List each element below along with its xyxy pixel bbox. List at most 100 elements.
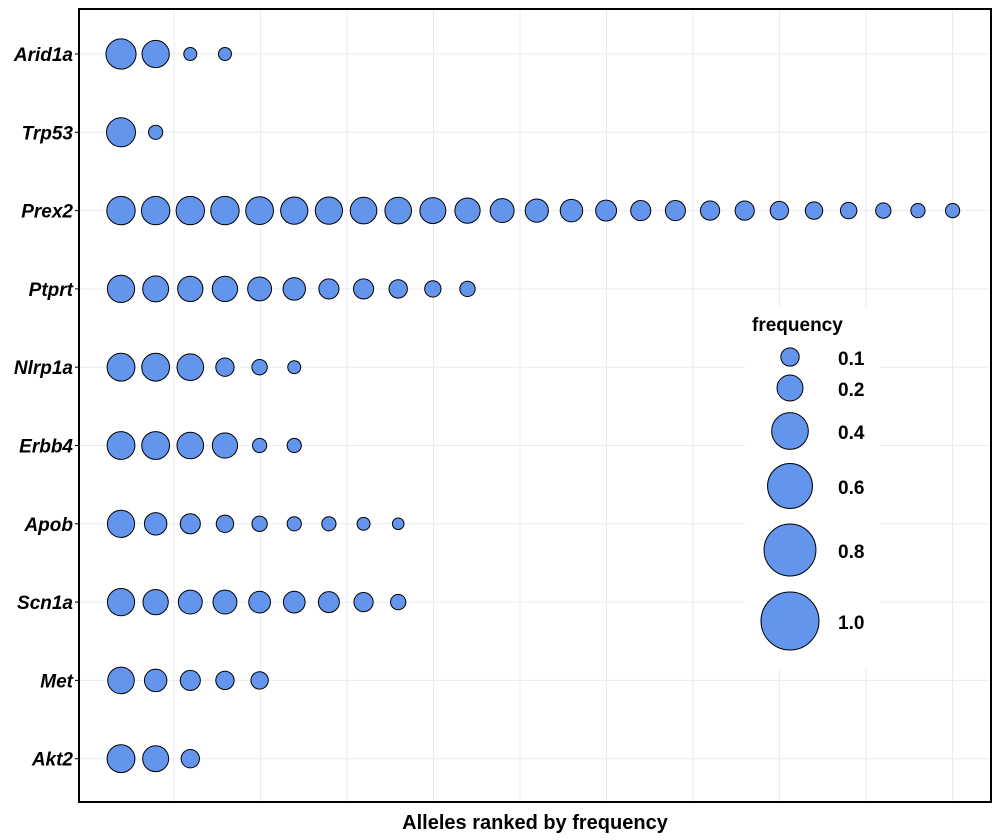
y-tick-label: Prex2 bbox=[21, 202, 73, 223]
bubble-point bbox=[314, 196, 344, 225]
y-tick-label: Apob bbox=[23, 515, 73, 536]
legend-label: 0.6 bbox=[838, 478, 864, 499]
bubble-point bbox=[143, 512, 168, 536]
bubble-point bbox=[177, 589, 203, 615]
y-tick-label: Ptprt bbox=[29, 280, 74, 301]
legend: frequency 0.1 0.2 0.4 0.6 0.8 1.0 bbox=[745, 308, 880, 668]
bubble-point bbox=[141, 431, 171, 460]
bubble-point bbox=[353, 591, 374, 613]
bubble-point bbox=[630, 200, 652, 222]
bubble-point bbox=[106, 744, 136, 774]
bubble-point bbox=[177, 275, 204, 303]
bubble-point bbox=[247, 276, 273, 302]
y-tick-label: Erbb4 bbox=[19, 437, 73, 458]
bubble-point bbox=[217, 47, 232, 61]
plot-panel-border bbox=[78, 8, 992, 803]
bubble-point bbox=[211, 275, 239, 303]
bubble-point bbox=[142, 745, 170, 773]
bubble-point bbox=[286, 516, 302, 532]
bubble-point bbox=[212, 589, 238, 615]
bubble-point bbox=[282, 590, 306, 614]
legend-bubble bbox=[771, 412, 809, 450]
legend-label: 0.8 bbox=[838, 542, 864, 563]
bubble-point bbox=[175, 195, 206, 226]
bubble-point bbox=[734, 200, 755, 221]
bubble-point bbox=[839, 201, 858, 220]
y-tick-label: Nlrp1a bbox=[14, 358, 74, 379]
bubble-point bbox=[280, 196, 309, 225]
legend-label: 0.4 bbox=[838, 423, 865, 444]
bubble-point bbox=[142, 588, 169, 616]
y-tick-label: Trp53 bbox=[22, 123, 74, 144]
bubble-point bbox=[140, 195, 171, 226]
bubble-point bbox=[875, 202, 892, 219]
bubble-point bbox=[141, 39, 170, 69]
bubble-point bbox=[489, 198, 515, 224]
bubble-point bbox=[349, 196, 378, 225]
bubble-point bbox=[106, 509, 136, 538]
bubble-point bbox=[179, 513, 201, 535]
legend-items: 0.1 0.2 0.4 0.6 0.8 1.0 bbox=[760, 347, 865, 651]
bubble-point bbox=[388, 279, 408, 299]
bubble-point bbox=[250, 671, 269, 690]
bubble-point bbox=[176, 431, 205, 460]
bubble-point bbox=[210, 195, 240, 226]
bubble-point bbox=[248, 590, 271, 614]
bubble-point bbox=[454, 197, 481, 224]
legend-title: frequency bbox=[752, 315, 843, 336]
bubble-point bbox=[390, 593, 407, 611]
bubble-point bbox=[699, 200, 721, 221]
bubble-point bbox=[106, 587, 136, 617]
bubble-point bbox=[141, 352, 171, 382]
bubble-point bbox=[356, 516, 371, 531]
bubble-point bbox=[211, 432, 239, 459]
bubble-point bbox=[286, 437, 302, 454]
bubble-point bbox=[804, 201, 824, 220]
bubble-point bbox=[769, 200, 790, 221]
data-points bbox=[105, 38, 961, 774]
y-tick-label: Scn1a bbox=[17, 593, 73, 614]
x-axis-label: Alleles ranked by frequency bbox=[402, 812, 669, 834]
legend-bubble bbox=[767, 463, 813, 509]
legend-label: 0.2 bbox=[838, 380, 864, 401]
bubble-point bbox=[215, 670, 235, 691]
bubble-point bbox=[106, 274, 136, 304]
bubble-point bbox=[180, 749, 200, 769]
legend-label: 0.1 bbox=[838, 349, 865, 370]
bubble-point bbox=[142, 275, 170, 303]
bubble-point bbox=[106, 431, 136, 460]
bubble-point bbox=[910, 202, 926, 219]
y-tick-label: Akt2 bbox=[31, 750, 74, 771]
bubble-point bbox=[419, 197, 447, 225]
bubble-point bbox=[179, 669, 201, 691]
bubble-point bbox=[107, 666, 135, 695]
bubble-point bbox=[282, 277, 306, 301]
bubble-point bbox=[106, 195, 136, 226]
bubble-point bbox=[106, 117, 136, 148]
bubble-point bbox=[143, 668, 168, 693]
bubble-point bbox=[251, 359, 268, 376]
bubble-point bbox=[287, 360, 302, 375]
y-axis: Arid1a Trp53 Prex2 Ptprt Nlrp1a Erbb4 Apob Scn1… bbox=[13, 45, 79, 771]
bubble-point bbox=[318, 278, 340, 300]
bubble-point bbox=[424, 280, 442, 298]
legend-label: 1.0 bbox=[838, 613, 864, 634]
bubble-point bbox=[595, 199, 618, 222]
bubble-point bbox=[251, 515, 268, 532]
y-tick-label: Met bbox=[40, 671, 73, 692]
bubble-point bbox=[176, 353, 205, 381]
bubble-point bbox=[384, 196, 412, 225]
bubble-point bbox=[183, 47, 198, 61]
bubble-point bbox=[245, 196, 275, 226]
bubble-point bbox=[524, 198, 549, 223]
bubble-point bbox=[321, 516, 337, 532]
bubble-point bbox=[251, 437, 268, 454]
bubble-point bbox=[944, 202, 961, 219]
bubble-point bbox=[148, 124, 164, 140]
legend-bubble bbox=[776, 374, 804, 402]
y-tick-label: Arid1a bbox=[13, 45, 74, 66]
bubble-point bbox=[459, 280, 476, 298]
bubble-point bbox=[106, 352, 136, 382]
bubble-point bbox=[664, 200, 686, 222]
